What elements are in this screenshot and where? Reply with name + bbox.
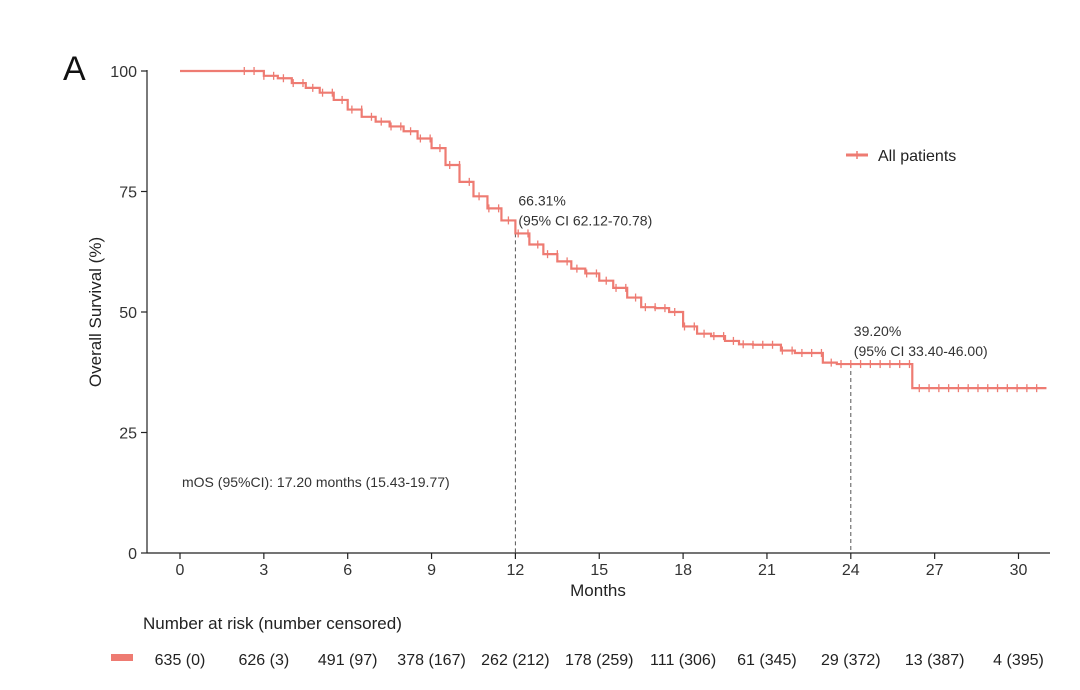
- x-tick-label: 6: [343, 562, 352, 579]
- x-tick-label: 9: [427, 562, 436, 579]
- x-tick-label: 3: [259, 562, 268, 579]
- x-tick-label: 21: [758, 562, 776, 579]
- x-tick-label: 27: [926, 562, 944, 579]
- panel-label: A: [63, 50, 86, 88]
- legend-label: All patients: [878, 148, 956, 165]
- risk-value: 61 (345): [737, 652, 797, 669]
- risk-value: 111 (306): [650, 652, 716, 669]
- annotation-value: 39.20%: [854, 323, 901, 339]
- annotation-ci: (95% CI 62.12-70.78): [518, 212, 652, 228]
- x-tick-label: 12: [507, 562, 525, 579]
- x-tick-label: 24: [842, 562, 860, 579]
- risk-value: 178 (259): [565, 652, 634, 669]
- x-tick-label: 0: [176, 562, 185, 579]
- y-tick-label: 0: [128, 546, 137, 563]
- annotation-value: 66.31%: [518, 192, 565, 208]
- censor-marks: [243, 67, 1038, 393]
- y-tick-label: 50: [119, 305, 137, 322]
- y-axis-title: Overall Survival (%): [86, 237, 105, 387]
- risk-value: 635 (0): [155, 652, 206, 669]
- risk-value: 4 (395): [993, 652, 1044, 669]
- risk-value: 262 (212): [481, 652, 550, 669]
- x-tick-label: 15: [590, 562, 608, 579]
- risk-table-title: Number at risk (number censored): [143, 614, 402, 633]
- risk-value: 13 (387): [905, 652, 965, 669]
- risk-value: 378 (167): [397, 652, 466, 669]
- x-tick-label: 30: [1010, 562, 1028, 579]
- y-tick-label: 100: [110, 64, 137, 81]
- risk-value: 491 (97): [318, 652, 378, 669]
- survival-curve: [180, 69, 1047, 390]
- annotation-ci: (95% CI 33.40-46.00): [854, 343, 988, 359]
- y-tick-label: 25: [119, 426, 137, 443]
- legend: All patients: [846, 148, 956, 165]
- risk-value: 29 (372): [821, 652, 881, 669]
- risk-table-swatch: [111, 654, 133, 661]
- risk-value: 626 (3): [238, 652, 289, 669]
- y-axis-ticks: 0 25 50 75 100: [110, 64, 147, 563]
- median-os-text: mOS (95%CI): 17.20 months (15.43-19.77): [182, 474, 450, 490]
- annotations: 66.31% (95% CI 62.12-70.78) 39.20% (95% CI …: [518, 192, 987, 359]
- axes: 0 25 50 75 100 0 3 6 9 12 15 18 21 24 27 30: [110, 64, 1050, 579]
- x-tick-label: 18: [674, 562, 692, 579]
- risk-table-values: 635 (0) 626 (3) 491 (97) 378 (167) 262 (212)…: [155, 652, 1044, 669]
- y-tick-label: 75: [119, 185, 137, 202]
- reference-lines: [514, 233, 852, 553]
- x-axis-title: Months: [570, 581, 626, 600]
- x-axis-ticks: 0 3 6 9 12 15 18 21 24 27 30: [176, 553, 1028, 579]
